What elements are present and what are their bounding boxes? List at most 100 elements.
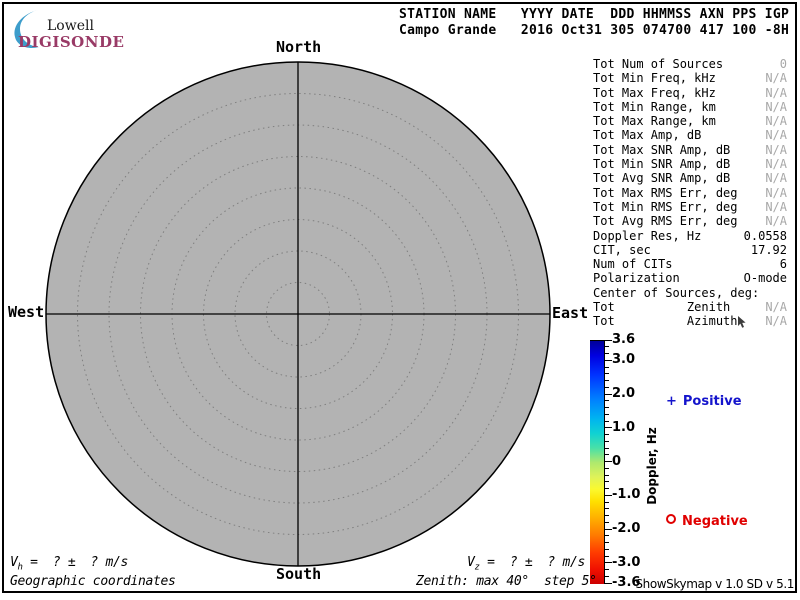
- colorbar-axis-label: Doppler, Hz: [645, 427, 659, 505]
- colorbar-major-tick: [605, 339, 612, 341]
- legend-positive: + Positive: [666, 394, 742, 409]
- colorbar-tick-label: 3.0: [612, 352, 636, 368]
- stat-value: N/A: [765, 99, 787, 114]
- colorbar-minor-tick: [605, 400, 609, 402]
- stat-row: Tot Min RMS Err, deg N/A: [593, 200, 787, 214]
- colorbar-minor-tick: [605, 548, 609, 550]
- stats-panel: Tot Num of Sources 0 Tot Min Freq, kHz N/A T…: [593, 57, 787, 329]
- vh-subscript: h: [17, 562, 23, 573]
- legend-negative: Negative: [666, 514, 748, 529]
- stat-label: Tot Min Freq, kHz: [593, 71, 716, 86]
- stat-row: Tot Zenith N/A: [593, 300, 787, 314]
- colorbar-minor-tick: [605, 467, 609, 469]
- stat-row: Polarization O-mode: [593, 271, 787, 285]
- east-label: East: [552, 304, 589, 322]
- colorbar-tick-label: 0: [612, 453, 622, 469]
- stat-label: Tot Max SNR Amp, dB: [593, 142, 731, 157]
- coordinates-label: Geographic coordinates: [10, 574, 176, 589]
- stat-value: 17.92: [750, 242, 787, 257]
- colorbar-minor-tick: [605, 521, 609, 523]
- vz-symbol: V: [467, 555, 475, 570]
- crescent-icon: [14, 10, 39, 48]
- stat-row: Tot Min Range, km N/A: [593, 100, 787, 114]
- stat-label: CIT, sec: [593, 242, 651, 257]
- stat-value: N/A: [765, 314, 787, 329]
- stat-row: Tot Max Amp, dB N/A: [593, 128, 787, 142]
- stat-label: Num of CITs: [593, 257, 673, 272]
- colorbar-minor-tick: [605, 346, 609, 348]
- stat-label: Polarization: [593, 271, 680, 286]
- colorbar-tick-label: 2.0: [612, 386, 636, 401]
- stat-label: Tot Min Range, km: [593, 99, 716, 114]
- stat-row: Doppler Res, Hz 0.0558: [593, 229, 787, 243]
- stat-row: Tot Avg RMS Err, deg N/A: [593, 214, 787, 228]
- stat-label: Tot Azimuth: [593, 314, 738, 329]
- vh-readout: Vh = ? ± ? m/s: [10, 555, 128, 573]
- colorbar-minor-tick: [605, 555, 609, 557]
- colorbar-minor-tick: [605, 474, 609, 476]
- colorbar-major-tick: [605, 393, 612, 395]
- stat-value: 0: [779, 57, 787, 71]
- stat-row: Tot Max RMS Err, deg N/A: [593, 186, 787, 200]
- colorbar-major-tick: [605, 494, 612, 496]
- north-label: North: [276, 38, 322, 56]
- stat-row: Tot Min Freq, kHz N/A: [593, 71, 787, 85]
- stat-row: Tot Min SNR Amp, dB N/A: [593, 157, 787, 171]
- stat-label: Tot Max Amp, dB: [593, 128, 702, 143]
- colorbar-minor-tick: [605, 386, 609, 388]
- stat-label: Doppler Res, Hz: [593, 228, 702, 243]
- colorbar-major-tick: [605, 359, 612, 361]
- stat-value: 0.0558: [743, 228, 787, 243]
- colorbar-minor-tick: [605, 407, 609, 409]
- stat-row: Tot Max Range, km N/A: [593, 114, 787, 128]
- vh-value: = ? ± ? m/s: [22, 555, 129, 570]
- stat-label: Tot Max RMS Err, deg: [593, 185, 738, 200]
- colorbar-minor-tick: [605, 440, 609, 442]
- colorbar-minor-tick: [605, 481, 609, 483]
- stat-value: N/A: [765, 71, 787, 86]
- colorbar-minor-tick: [605, 420, 609, 422]
- colorbar-minor-tick: [605, 575, 609, 577]
- colorbar-minor-tick: [605, 535, 609, 537]
- stat-label: Tot Max Freq, kHz: [593, 85, 716, 100]
- stat-label: Tot Avg SNR Amp, dB: [593, 171, 731, 186]
- header-block: STATION NAME YYYY DATE DDD HHMMSS AXN PP…: [399, 7, 789, 39]
- stat-row: Tot Max SNR Amp, dB N/A: [593, 143, 787, 157]
- stat-row: Tot Num of Sources 0: [593, 57, 787, 71]
- vz-value: = ? ± ? m/s: [479, 555, 586, 570]
- stat-label: Tot Num of Sources: [593, 57, 724, 71]
- stat-value: N/A: [765, 185, 787, 200]
- colorbar-minor-tick: [605, 501, 609, 503]
- colorbar-major-tick: [605, 461, 612, 463]
- colorbar-tick-label: -3.0: [612, 554, 641, 570]
- version-label: ShowSkymap v 1.0 SD v 5.1: [635, 577, 794, 591]
- colorbar-minor-tick: [605, 366, 609, 368]
- stat-row: Num of CITs 6: [593, 257, 787, 271]
- colorbar-minor-tick: [605, 380, 609, 382]
- stat-value: N/A: [765, 114, 787, 129]
- colorbar-minor-tick: [605, 353, 609, 355]
- zenith-note: Zenith: max 40° step 5°: [416, 574, 597, 589]
- colorbar-minor-tick: [605, 447, 609, 449]
- stat-row: Tot Max Freq, kHz N/A: [593, 86, 787, 100]
- logo-lowell-text: Lowell: [47, 18, 94, 34]
- stat-value: 6: [779, 257, 787, 272]
- stat-value: N/A: [765, 157, 787, 172]
- legend-negative-label: Negative: [682, 514, 748, 529]
- colorbar-major-tick: [605, 582, 612, 584]
- stat-value: N/A: [765, 214, 787, 229]
- doppler-colorbar: [590, 340, 605, 584]
- colorbar-major-tick: [605, 562, 612, 564]
- colorbar-minor-tick: [605, 434, 609, 436]
- colorbar-minor-tick: [605, 542, 609, 544]
- stat-value: N/A: [765, 171, 787, 186]
- vh-symbol: V: [10, 555, 18, 570]
- colorbar-tick-label: 1.0: [612, 419, 636, 435]
- stat-label: Tot Min SNR Amp, dB: [593, 157, 731, 172]
- stat-value: N/A: [765, 199, 787, 214]
- colorbar-minor-tick: [605, 488, 609, 490]
- south-label: South: [276, 565, 322, 583]
- legend-positive-label: Positive: [682, 394, 742, 409]
- colorbar-minor-tick: [605, 508, 609, 510]
